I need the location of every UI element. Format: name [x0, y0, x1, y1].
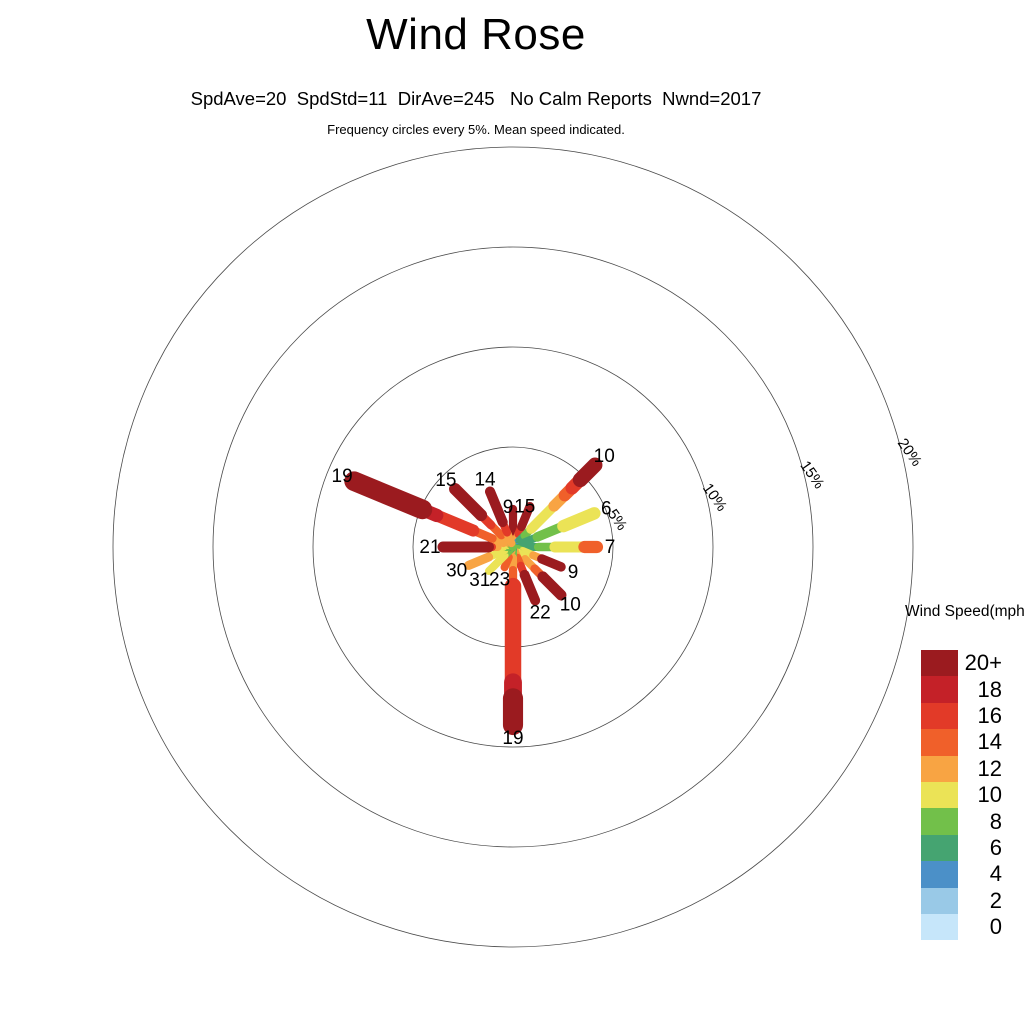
- legend-swatch-0: [921, 913, 958, 941]
- legend-label-2: 2: [989, 887, 1002, 913]
- wind-rose-spoke-segment-SSE-20+: [519, 569, 541, 606]
- frequency-circle-10: [312, 346, 714, 748]
- mean-speed-label-NW: 15: [435, 470, 456, 491]
- legend-entry-20+: 20+: [921, 650, 1024, 677]
- chart-title: Wind Rose: [366, 10, 586, 59]
- mean-speed-label-WNW: 19: [332, 466, 353, 487]
- legend-entry-14: 14: [921, 729, 1024, 756]
- wind-rose-spoke-segment-NNW-20+: [484, 486, 508, 528]
- legend-entry-12: 12: [921, 755, 1024, 782]
- legend-label-12: 12: [977, 755, 1002, 781]
- legend-label-10: 10: [977, 782, 1002, 808]
- wind-rose-spoke-segment-WNW-20+: [344, 471, 433, 520]
- mean-speed-label-SSW: 23: [489, 569, 510, 590]
- mean-speed-label-W: 21: [419, 537, 440, 558]
- legend-label-8: 8: [989, 808, 1002, 834]
- legend-swatch-12: [921, 755, 958, 782]
- legend-swatch-2: [921, 887, 958, 914]
- mean-speed-label-SW: 31: [469, 570, 490, 591]
- mean-speed-label-WSW: 30: [446, 560, 467, 581]
- legend-label-18: 18: [977, 676, 1002, 702]
- mean-speed-label-SE: 10: [560, 594, 581, 615]
- legend-swatch-20+: [921, 650, 958, 677]
- legend-label-6: 6: [989, 834, 1002, 860]
- legend-label-0: 0: [989, 914, 1002, 940]
- mean-speed-label-NNW: 14: [474, 470, 496, 491]
- legend-swatch-16: [921, 702, 958, 730]
- wind-rose-spoke-segment-WSW-12: [464, 552, 494, 570]
- wind-rose-spoke-segment-SW-10: [484, 551, 509, 576]
- note-line: Frequency circles every 5%. Mean speed i…: [327, 122, 625, 137]
- legend-swatch-4: [921, 861, 958, 888]
- legend-swatch-18: [921, 676, 958, 703]
- legend-title: Wind Speed(mph): [905, 603, 1024, 620]
- stats-line: SpdAve=20 SpdStd=11 DirAve=245 No Calm R…: [190, 88, 762, 109]
- legend-entries: 20+ 18 16 14 12 10 8 6 4 2 0: [921, 650, 1024, 941]
- legend-entry-4: 4: [921, 861, 1024, 888]
- mean-speed-label-S: 19: [502, 728, 523, 749]
- legend-swatch-6: [921, 834, 958, 862]
- mean-speed-label-N: 9: [503, 497, 514, 518]
- legend-entry-0: 0: [921, 913, 1024, 941]
- legend-entry-16: 16: [921, 702, 1024, 730]
- frequency-circle-20: [112, 146, 914, 948]
- wind-rose-spoke-segment-NE-20+: [572, 457, 603, 488]
- mean-speed-label-ESE: 9: [568, 562, 579, 583]
- wind-rose-spoke-segment-SSW-14: [500, 553, 513, 572]
- mean-speed-label-SSE: 22: [530, 603, 551, 624]
- legend-label-4: 4: [989, 861, 1002, 887]
- legend-label-14: 14: [977, 729, 1002, 755]
- legend-swatch-14: [921, 729, 958, 756]
- wind-rose-spoke-segment-ESE-20+: [537, 554, 566, 572]
- legend-label-16: 16: [977, 702, 1002, 728]
- mean-speed-label-E: 7: [605, 537, 616, 558]
- wind-rose-spoke-segment-NW-20+: [449, 483, 488, 522]
- wind-rose-spoke-segment-SE-20+: [537, 571, 567, 601]
- mean-speed-label-NE: 10: [594, 446, 615, 467]
- wind-speed-legend: Wind Speed(mph) 20+ 18 16 14 12 10 8 6 4 2 0: [905, 603, 1024, 941]
- mean-speed-label-NNE: 15: [514, 496, 535, 517]
- legend-swatch-8: [921, 808, 958, 835]
- wind-rose-spoke-segment-NNE-20+: [517, 501, 535, 532]
- legend-entry-2: 2: [921, 887, 1024, 914]
- frequency-circle-15: [212, 246, 814, 848]
- legend-entry-18: 18: [921, 676, 1024, 703]
- wind-rose-spoke-segment-ENE-10: [557, 507, 601, 533]
- legend-entry-8: 8: [921, 808, 1024, 835]
- mean-speed-label-ENE: 6: [601, 498, 612, 519]
- legend-entry-10: 10: [921, 781, 1024, 809]
- legend-swatch-10: [921, 781, 958, 809]
- legend-label-20+: 20+: [964, 650, 1002, 676]
- legend-entry-6: 6: [921, 834, 1024, 862]
